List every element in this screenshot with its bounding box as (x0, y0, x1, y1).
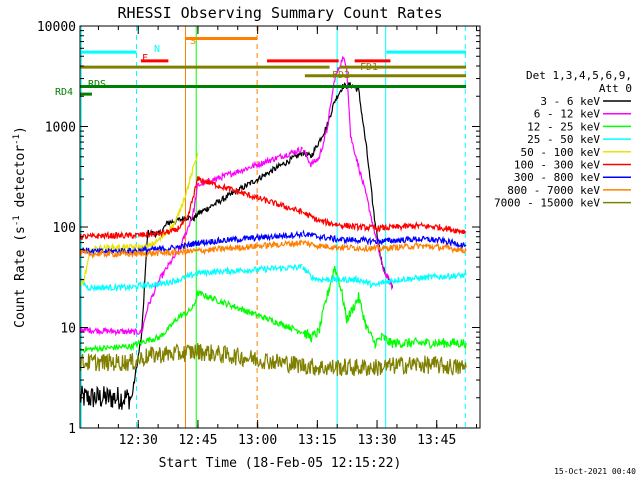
legend-label-1: 6 - 12 keV (534, 108, 601, 121)
series-line-6-0 (80, 230, 303, 256)
plot-area: NF S FD1 FD2 RDS RD4 1 10 100 1000 10000 12:30 12:45… (37, 20, 481, 448)
series-line-2-0 (80, 290, 303, 354)
y-tick-label-3: 1000 (45, 121, 76, 136)
x-tick-label-5: 13:45 (417, 433, 456, 448)
x-tick-label-0: 12:30 (119, 433, 158, 448)
x-axis-label: Start Time (18-Feb-05 12:15:22) (159, 456, 402, 471)
series-line-5-0 (80, 176, 303, 241)
series-line-2-1 (302, 265, 467, 350)
legend-label-8: 7000 - 15000 keV (494, 197, 600, 210)
series-line-4-0 (80, 152, 199, 287)
series-line-6-1 (302, 229, 467, 250)
y-axis-label: Count Rate (s-1 detector-1) (12, 126, 28, 328)
legend-label-3: 25 - 50 keV (527, 133, 600, 146)
flag-label-n: N (154, 44, 160, 55)
legend-label-6: 300 - 800 keV (514, 171, 600, 184)
series-line-3-0 (80, 263, 303, 293)
y-tick-label-2: 100 (53, 221, 76, 236)
series-line-3-1 (302, 265, 467, 289)
series-line-0-1 (302, 81, 393, 288)
x-tick-label-1: 12:45 (178, 433, 217, 448)
series-line-5-1 (302, 211, 467, 235)
footer-date: 15-Oct-2021 00:40 (554, 467, 636, 476)
series-line-0-0 (80, 151, 303, 410)
y-tick-label-1: 10 (60, 322, 76, 337)
legend-label-2: 12 - 25 keV (527, 120, 600, 133)
series-line-7-1 (302, 239, 467, 254)
series-line-1-1 (302, 56, 393, 291)
y-tick-label-4: 10000 (37, 20, 76, 35)
flag-label-fd2: FD2 (332, 70, 350, 81)
chart-title: RHESSI Observing Summary Count Rates (117, 4, 442, 22)
flag-label-f: F (142, 53, 148, 64)
flag-label-fd1: FD1 (360, 62, 378, 73)
x-tick-label-3: 13:15 (298, 433, 337, 448)
data-layer (80, 26, 467, 428)
legend-label-4: 50 - 100 keV (521, 146, 601, 159)
legend-label-5: 100 - 300 keV (514, 159, 600, 172)
legend-label-0: 3 - 6 keV (540, 95, 600, 108)
x-tick-label-4: 13:30 (357, 433, 396, 448)
legend-title-line2: Att 0 (599, 82, 632, 95)
legend-label-7: 800 - 7000 keV (507, 184, 600, 197)
series-line-1-0 (80, 146, 303, 337)
flag-label-rd4: RD4 (55, 87, 73, 98)
flag-label-rds: RDS (88, 79, 106, 90)
legend-title-line1: Det 1,3,4,5,6,9, (526, 69, 632, 82)
series-line-8-1 (302, 355, 467, 377)
series-line-8-0 (80, 343, 303, 374)
series-line-7-0 (80, 239, 303, 259)
x-tick-label-2: 13:00 (238, 433, 277, 448)
y-tick-label-0: 1 (68, 422, 76, 437)
flag-label-s: S (190, 36, 196, 47)
